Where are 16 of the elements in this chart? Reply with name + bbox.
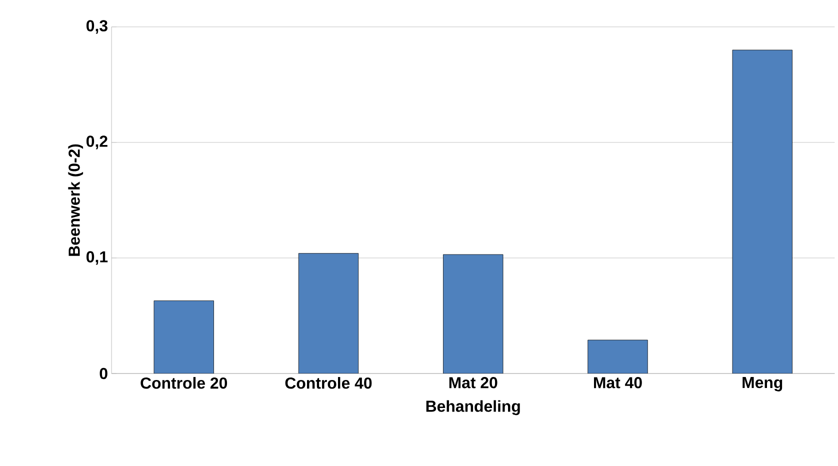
bar [443,254,504,374]
y-tick-label: 0,1 [86,251,108,265]
y-tick-label: 0 [100,368,108,380]
x-tick-label: Mat 20 [449,376,498,388]
x-tick-label: Mat 40 [594,376,642,388]
bar [298,253,359,374]
x-axis-title: Behandeling [426,400,520,416]
bar [154,300,214,374]
bar [588,340,648,374]
x-tick-label: Controle 20 [140,376,228,389]
y-tick-label: 0,3 [86,20,108,34]
y-tick-label: 0,2 [86,136,108,150]
y-axis-title: Beenwerk (0-2) [68,144,84,256]
bar [732,50,792,374]
x-tick-label: Controle 40 [285,376,372,389]
x-tick-label: Meng [742,376,782,392]
